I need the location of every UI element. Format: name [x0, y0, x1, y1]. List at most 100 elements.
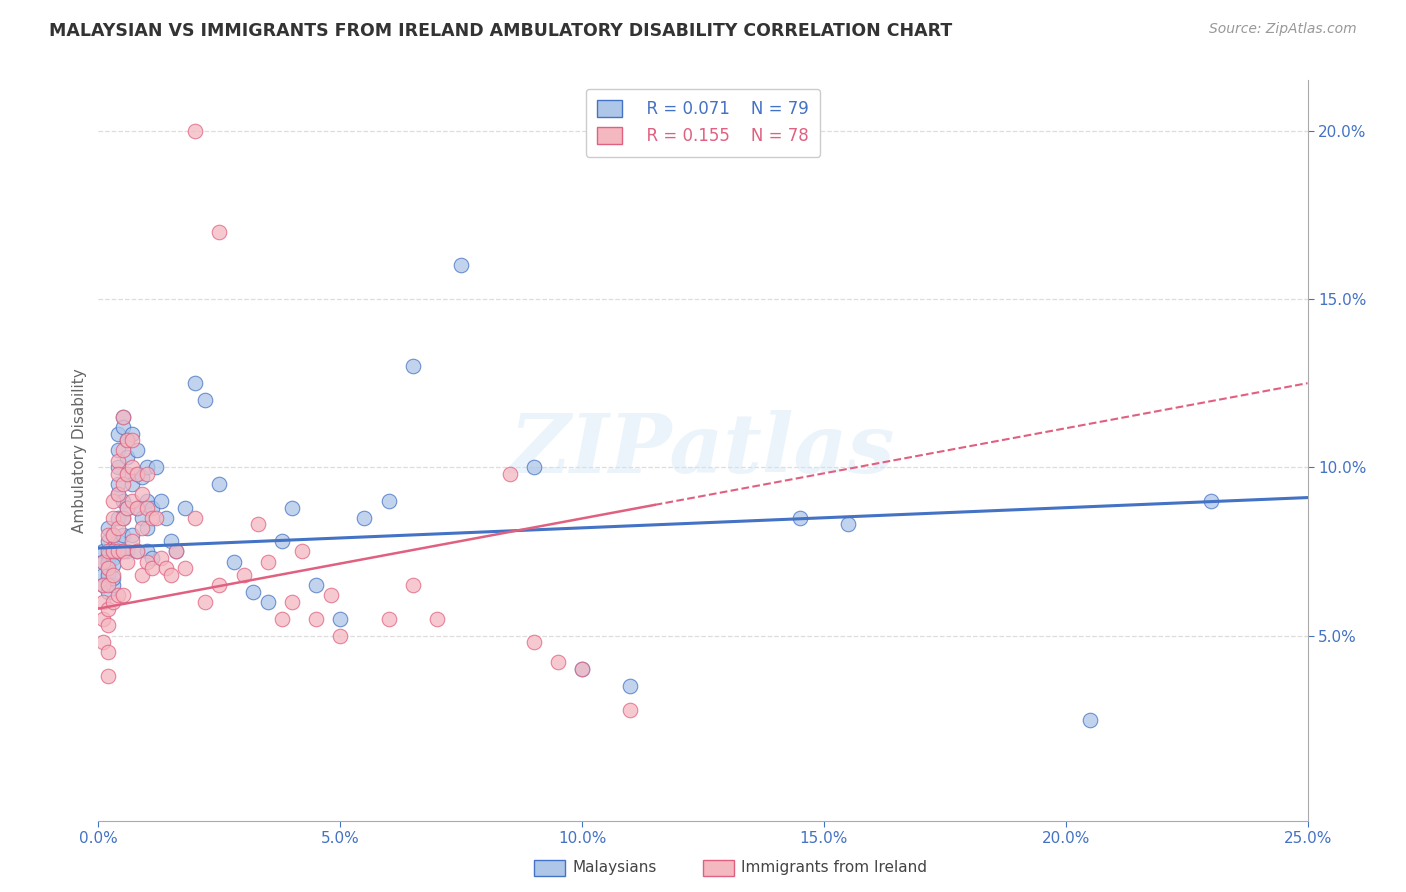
Point [121, 434, 143, 448]
Point [222, 554, 245, 569]
Point [97, 548, 120, 562]
Point [107, 477, 129, 491]
Point [619, 703, 641, 717]
Point [101, 541, 124, 555]
Point [271, 612, 294, 626]
Point [117, 467, 139, 481]
Point [107, 534, 129, 549]
Point [150, 494, 173, 508]
Point [208, 225, 231, 239]
Point [377, 612, 399, 626]
Point [131, 510, 153, 524]
Point [97, 554, 120, 569]
Point [107, 588, 129, 602]
Point [111, 510, 134, 524]
Point [232, 568, 254, 582]
Point [135, 494, 157, 508]
Point [111, 588, 134, 602]
Point [97, 527, 120, 541]
Point [377, 494, 399, 508]
Point [789, 510, 811, 524]
Text: Malaysians: Malaysians [572, 861, 657, 875]
Point [91, 554, 114, 569]
Point [145, 510, 167, 524]
Point [97, 561, 120, 575]
Point [290, 544, 312, 558]
Point [111, 409, 134, 424]
Point [121, 534, 143, 549]
Point [1199, 494, 1222, 508]
Point [97, 578, 120, 592]
Point [131, 521, 153, 535]
Legend:   R = 0.071    N = 79,   R = 0.155    N = 78: R = 0.071 N = 79, R = 0.155 N = 78 [586, 88, 820, 157]
Point [107, 487, 129, 501]
Text: MALAYSIAN VS IMMIGRANTS FROM IRELAND AMBULATORY DISABILITY CORRELATION CHART: MALAYSIAN VS IMMIGRANTS FROM IRELAND AMB… [49, 22, 952, 40]
Text: Source: ZipAtlas.com: Source: ZipAtlas.com [1209, 22, 1357, 37]
Point [135, 544, 157, 558]
Point [141, 500, 163, 515]
Point [184, 124, 207, 138]
Point [101, 527, 124, 541]
Point [571, 662, 593, 676]
Point [1078, 713, 1101, 727]
Point [101, 568, 124, 582]
Point [111, 443, 134, 458]
Point [101, 551, 124, 566]
Point [127, 467, 149, 481]
Point [117, 544, 139, 558]
Point [111, 420, 134, 434]
Point [498, 467, 520, 481]
Point [174, 561, 197, 575]
Point [305, 612, 328, 626]
Point [141, 551, 163, 566]
Point [127, 500, 149, 515]
Point [329, 628, 352, 642]
Point [127, 544, 149, 558]
Point [571, 662, 593, 676]
Point [107, 544, 129, 558]
Point [135, 521, 157, 535]
Point [127, 443, 149, 458]
Point [107, 426, 129, 441]
Point [101, 544, 124, 558]
Point [127, 467, 149, 481]
Point [127, 544, 149, 558]
Point [619, 679, 641, 693]
Point [194, 595, 217, 609]
Point [165, 544, 187, 558]
Point [135, 460, 157, 475]
Point [91, 595, 114, 609]
Point [256, 595, 278, 609]
Point [117, 434, 139, 448]
Point [107, 521, 129, 535]
Point [91, 554, 114, 569]
Point [91, 578, 114, 592]
Point [117, 434, 139, 448]
Point [107, 460, 129, 475]
Text: ZIPatlas: ZIPatlas [510, 410, 896, 491]
Point [242, 584, 264, 599]
Point [184, 376, 207, 391]
Point [101, 527, 124, 541]
Point [131, 487, 153, 501]
Point [281, 595, 304, 609]
Point [247, 517, 270, 532]
Point [426, 612, 449, 626]
Point [107, 443, 129, 458]
Point [97, 618, 120, 632]
Point [91, 544, 114, 558]
Point [97, 669, 120, 683]
Point [111, 544, 134, 558]
Point [101, 527, 124, 541]
Point [141, 510, 163, 524]
Point [97, 645, 120, 659]
Point [107, 487, 129, 501]
Point [135, 500, 157, 515]
Point [547, 656, 569, 670]
Point [271, 534, 294, 549]
Point [111, 494, 134, 508]
Point [121, 477, 143, 491]
Point [523, 635, 546, 649]
Point [101, 544, 124, 558]
Point [117, 467, 139, 481]
